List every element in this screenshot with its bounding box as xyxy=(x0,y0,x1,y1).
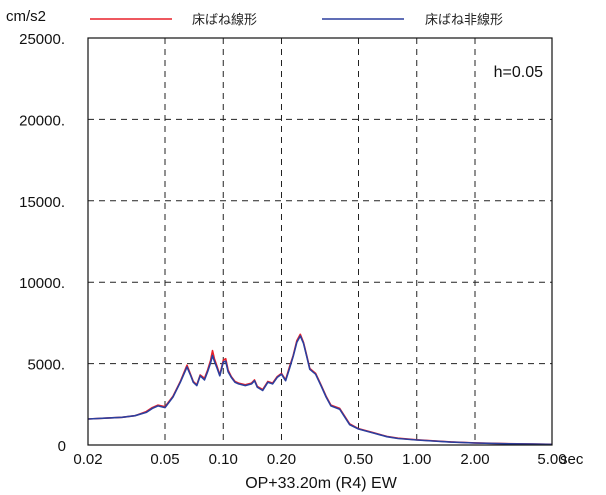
grid-lines xyxy=(88,38,552,445)
legend-label-linear: 床ばね線形 xyxy=(192,12,257,28)
x-tick-label: 1.00 xyxy=(402,451,431,468)
y-tick-label: 25000. xyxy=(19,31,65,48)
y-tick-labels: 0 5000. 10000. 15000. 20000. 25000. xyxy=(19,31,66,455)
y-unit-label: cm/s2 xyxy=(6,8,46,25)
plot-frame xyxy=(87,37,553,446)
damping-annotation: h=0.05 xyxy=(494,64,543,81)
x-unit-label: sec xyxy=(560,451,584,468)
y-tick-label: 0 xyxy=(58,438,66,455)
x-tick-label: 0.02 xyxy=(73,451,102,468)
x-axis-title: OP+33.20m (R4) EW xyxy=(245,475,398,492)
legend-label-nonlinear: 床ばね非線形 xyxy=(425,12,503,28)
y-tick-label: 15000. xyxy=(19,194,65,211)
series-line-linear xyxy=(87,333,553,446)
series-line-nonlinear xyxy=(87,335,553,446)
legend: 床ばね線形 床ばね非線形 xyxy=(90,12,503,28)
y-tick-label: 10000. xyxy=(19,275,65,292)
x-tick-label: 2.00 xyxy=(460,451,489,468)
x-tick-label: 0.20 xyxy=(267,451,296,468)
x-tick-label: 0.10 xyxy=(209,451,238,468)
series-lines xyxy=(87,333,553,446)
x-tick-label: 0.05 xyxy=(150,451,179,468)
x-tick-labels: 0.02 0.05 0.10 0.20 0.50 1.00 2.00 5.00 xyxy=(73,451,566,468)
x-tick-label: 5.00 xyxy=(537,451,566,468)
x-tick-label: 0.50 xyxy=(344,451,373,468)
y-tick-label: 20000. xyxy=(19,112,65,129)
y-tick-label: 5000. xyxy=(27,357,65,374)
